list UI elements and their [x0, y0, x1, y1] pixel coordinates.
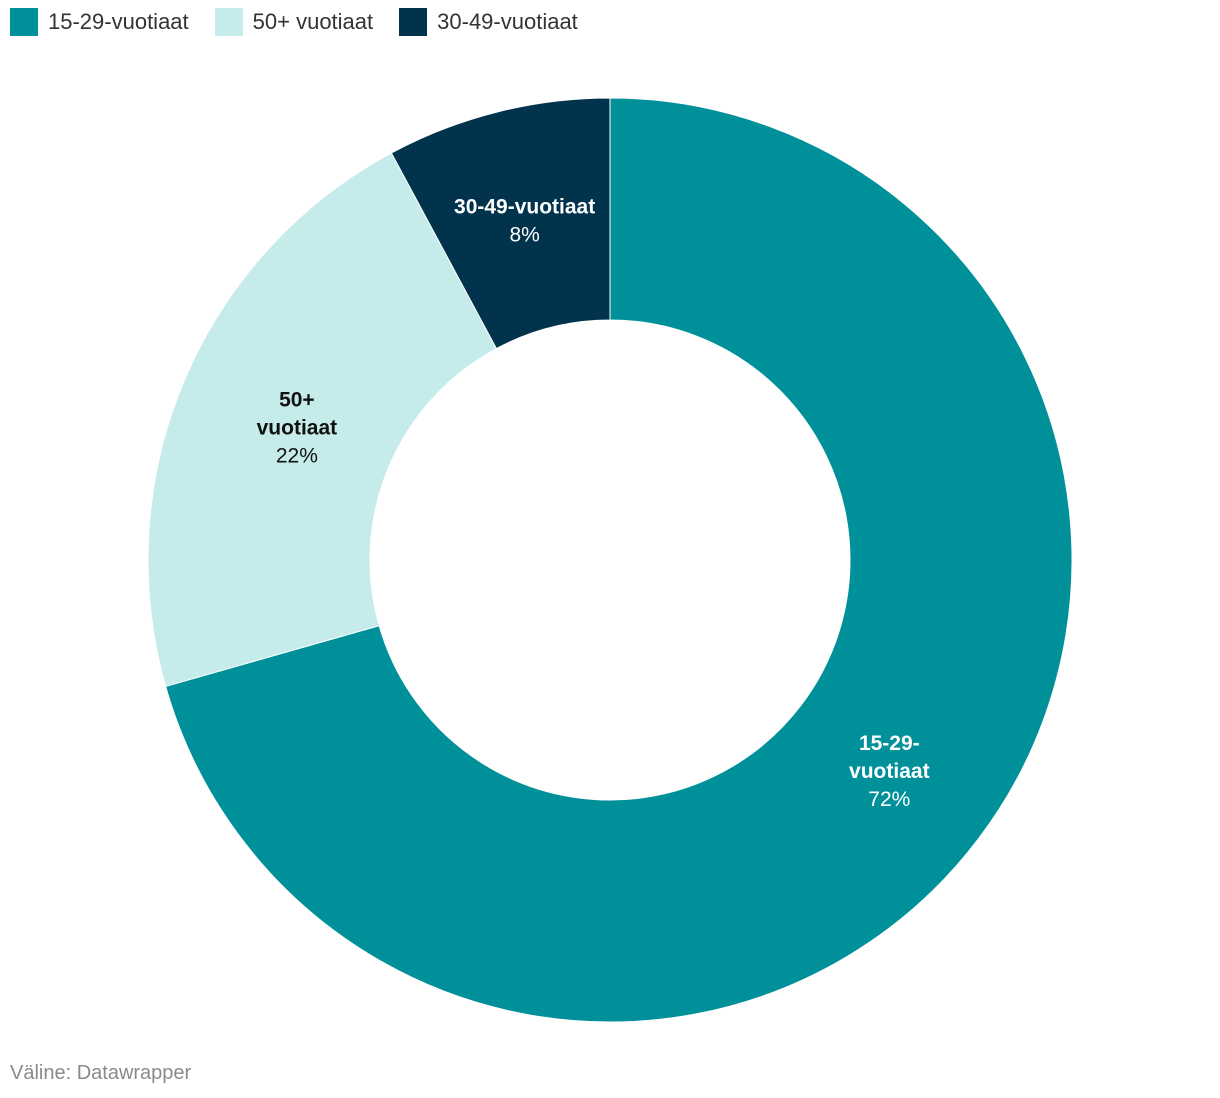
- donut-slice-2: [147, 152, 498, 688]
- donut-slice-1: [165, 97, 1073, 1023]
- slice-name-line: vuotiaat: [257, 416, 338, 439]
- legend-swatch-15-29: [10, 8, 38, 36]
- slice-name-line: 50+: [279, 388, 315, 411]
- legend-label-30-49: 30-49-vuotiaat: [437, 9, 578, 34]
- slice-name-line: 15-29-: [859, 732, 920, 755]
- legend-item-50-plus: 50+ vuotiaat: [214, 8, 374, 36]
- donut-slice-3: [390, 97, 611, 350]
- slice-label-1: 15-29- vuotiaat 72%: [849, 732, 930, 811]
- slice-name-line: vuotiaat: [849, 760, 930, 783]
- donut-slice-labels: 15-29- vuotiaat 72% 50+ vuotiaat 22% 30-49-vuo…: [257, 196, 930, 811]
- slice-value: 8%: [509, 224, 539, 247]
- chart-legend: 15-29-vuotiaat 50+ vuotiaat 30-49-vuotia…: [10, 8, 578, 36]
- donut-slices: [147, 97, 1073, 1023]
- legend-label-15-29: 15-29-vuotiaat: [48, 9, 189, 34]
- legend-swatch-50-plus: [214, 8, 243, 36]
- legend-swatch-30-49: [399, 8, 428, 36]
- legend-label-50-plus: 50+ vuotiaat: [252, 9, 374, 34]
- slice-name-line: 30-49-vuotiaat: [454, 196, 595, 219]
- slice-label-2: 50+ vuotiaat 22%: [257, 388, 338, 467]
- source-credit: Väline: Datawrapper: [10, 1062, 192, 1084]
- slice-value: 72%: [868, 788, 910, 811]
- slice-label-3: 30-49-vuotiaat 8%: [454, 196, 595, 247]
- slice-value: 22%: [276, 444, 318, 467]
- legend-item-30-49: 30-49-vuotiaat: [399, 8, 578, 36]
- legend-item-15-29: 15-29-vuotiaat: [10, 8, 189, 36]
